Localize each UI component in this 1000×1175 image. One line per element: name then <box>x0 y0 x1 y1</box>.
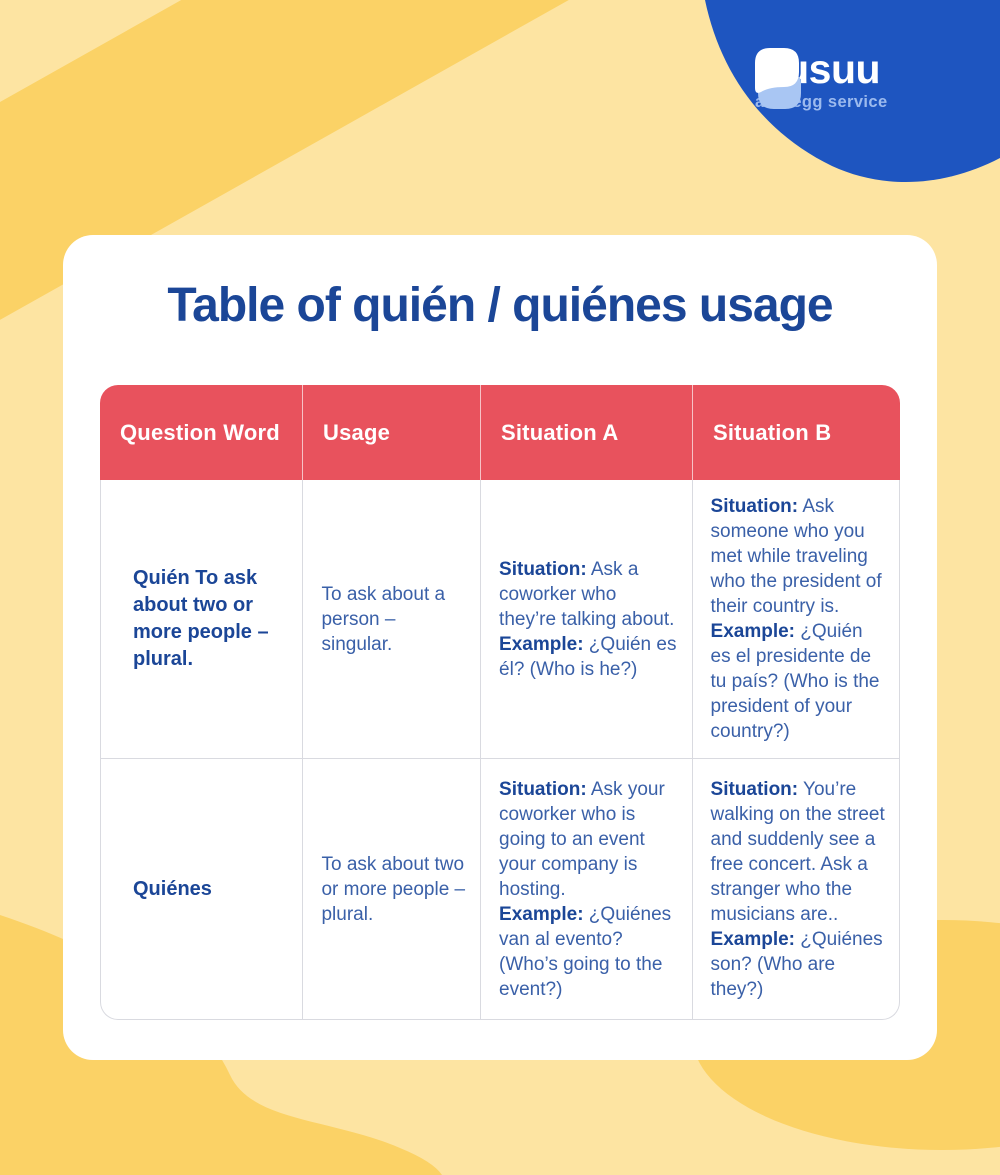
situation-segment: Situation: You’re walking on the street … <box>710 778 885 925</box>
busuu-logo-icon <box>755 48 801 109</box>
table-header: Question Word Usage Situation A Situatio… <box>100 385 900 480</box>
brand-blob: Busuu a Chegg service <box>700 0 1000 200</box>
example-segment: Example: ¿Quiénes van al evento? (Who’s … <box>499 903 672 1000</box>
example-segment: Example: ¿Quién es él? (Who is he?) <box>499 633 677 680</box>
header-cell-situation-a: Situation A <box>480 385 692 480</box>
cell-situation-b: Situation: You’re walking on the street … <box>691 759 899 1019</box>
cell-usage: To ask about a person – singular. <box>302 480 480 758</box>
situation-segment: Situation: Ask someone who you met while… <box>710 496 882 617</box>
table-body: Quién To ask about two or more people – … <box>100 480 900 1020</box>
content-card: Table of quién / quiénes usage Question … <box>63 235 937 1060</box>
situation-segment: Situation: Ask a coworker who they’re ta… <box>499 558 675 630</box>
table-row: Quiénes To ask about two or more people … <box>101 758 899 1019</box>
cell-situation-a: Situation: Ask your coworker who is goin… <box>480 759 691 1019</box>
usage-table: Question Word Usage Situation A Situatio… <box>100 385 900 1020</box>
cell-usage: To ask about two or more people – plural… <box>302 759 480 1019</box>
situation-segment: Situation: Ask your coworker who is goin… <box>499 778 665 900</box>
page-title: Table of quién / quiénes usage <box>167 279 833 332</box>
cell-question-word: Quién To ask about two or more people – … <box>133 567 269 670</box>
table-row: Quién To ask about two or more people – … <box>101 480 899 758</box>
header-cell-situation-b: Situation B <box>692 385 900 480</box>
header-cell-question-word: Question Word <box>120 419 280 445</box>
cell-situation-a: Situation: Ask a coworker who they’re ta… <box>480 480 691 758</box>
example-segment: Example: ¿Quién es el presidente de tu p… <box>710 621 880 742</box>
example-segment: Example: ¿Quiénes son? (Who are they?) <box>710 928 883 1000</box>
cell-question-word: Quiénes <box>133 877 212 900</box>
busuu-logo: Busuu a Chegg service <box>755 48 888 112</box>
brand-blob-shape <box>705 0 1000 183</box>
cell-situation-b: Situation: Ask someone who you met while… <box>691 480 899 758</box>
header-cell-usage: Usage <box>302 385 480 480</box>
